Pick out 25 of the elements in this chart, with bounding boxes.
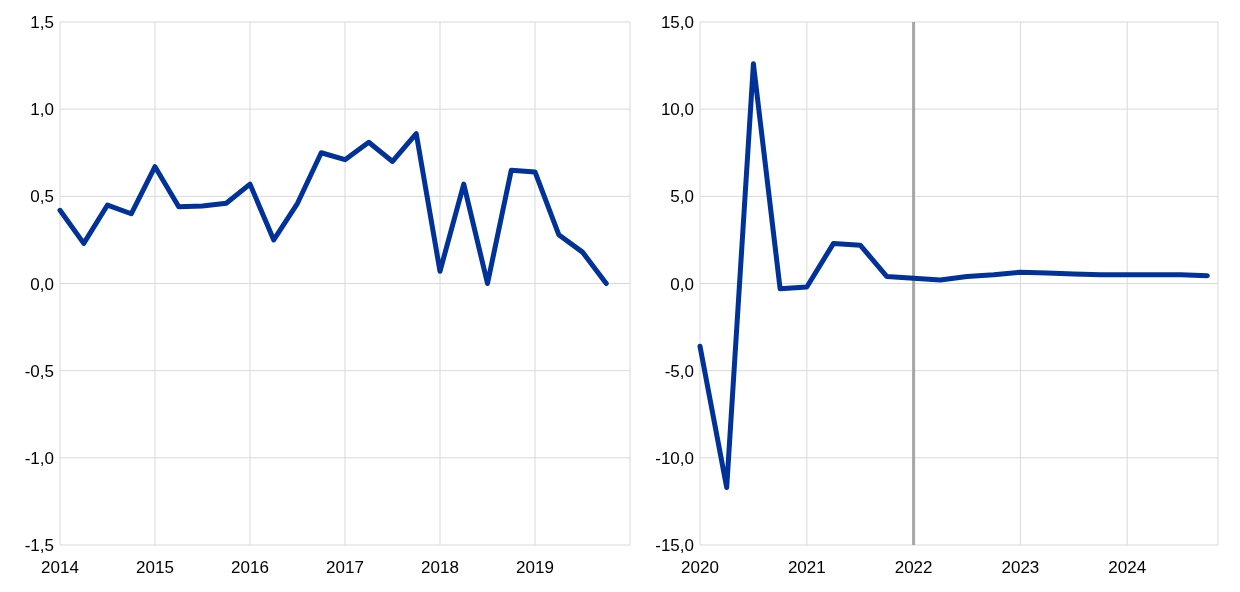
y-tick-label: 15,0 <box>660 13 694 32</box>
x-tick-label: 2020 <box>681 558 719 577</box>
y-tick-label: -0,5 <box>24 361 54 381</box>
x-tick-label: 2014 <box>41 558 79 577</box>
x-tick-label: 2017 <box>326 558 364 577</box>
y-tick-label: -5,0 <box>664 361 694 381</box>
x-tick-label: 2018 <box>421 558 459 577</box>
y-tick-label: 0,0 <box>670 274 694 294</box>
x-tick-label: 2015 <box>136 558 174 577</box>
y-tick-label: 5,0 <box>670 187 694 207</box>
x-tick-label: 2021 <box>787 558 826 577</box>
y-tick-label: -15,0 <box>655 536 694 555</box>
y-tick-label: 1,5 <box>30 13 54 32</box>
x-tick-label: 2023 <box>1001 558 1040 577</box>
y-tick-label: 10,0 <box>660 100 694 120</box>
x-tick-label: 2019 <box>516 558 554 577</box>
y-tick-label: -10,0 <box>655 448 694 468</box>
x-tick-label: 2016 <box>231 558 269 577</box>
x-tick-label: 2022 <box>894 558 933 577</box>
x-tick-label: 2024 <box>1108 558 1147 577</box>
y-tick-label: -1,5 <box>24 536 54 555</box>
y-tick-label: 0,5 <box>30 187 54 207</box>
y-tick-label: -1,0 <box>24 448 54 468</box>
y-tick-label: 0,0 <box>30 274 54 294</box>
y-tick-label: 1,0 <box>30 100 54 120</box>
